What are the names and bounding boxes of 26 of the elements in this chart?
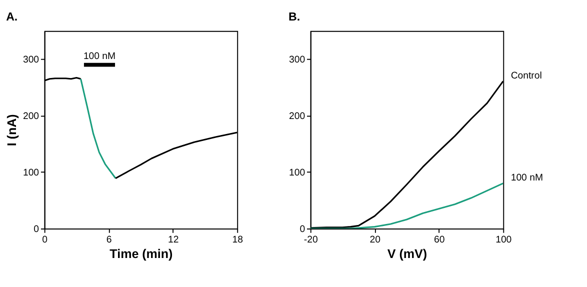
x-tick-label: 20 [370,234,380,246]
x-tick-label: 6 [106,234,112,246]
x-axis-title: V (mV) [387,246,428,261]
series-label: Control [510,70,542,82]
x-tick-label: 60 [434,234,445,246]
x-tick-label: 18 [232,234,243,246]
x-tick-label: 0 [42,234,48,246]
y-tick-label: 300 [22,54,40,66]
y-tick-label: 100 [22,167,40,178]
y-tick-label: 200 [22,110,40,122]
x-axis-title: Time (min) [110,246,173,261]
chart-title: B. [288,11,300,24]
series-label: 100 nM [510,172,543,184]
y-tick-label: 0 [300,224,306,235]
x-tick-label: -20 [304,234,318,246]
x-tick-label: 100 [496,234,512,246]
y-tick-label: 300 [289,54,306,66]
y-tick-label: 200 [289,110,306,122]
line-series [310,182,504,229]
line-series [80,78,116,180]
chart-title: A. [6,11,18,24]
annotation: 100 nM [83,51,116,62]
y-tick-label: 0 [34,224,40,235]
y-tick-label: 100 [289,167,306,178]
y-axis-title: I (nA) [5,114,20,146]
x-tick-label: 12 [168,234,179,246]
